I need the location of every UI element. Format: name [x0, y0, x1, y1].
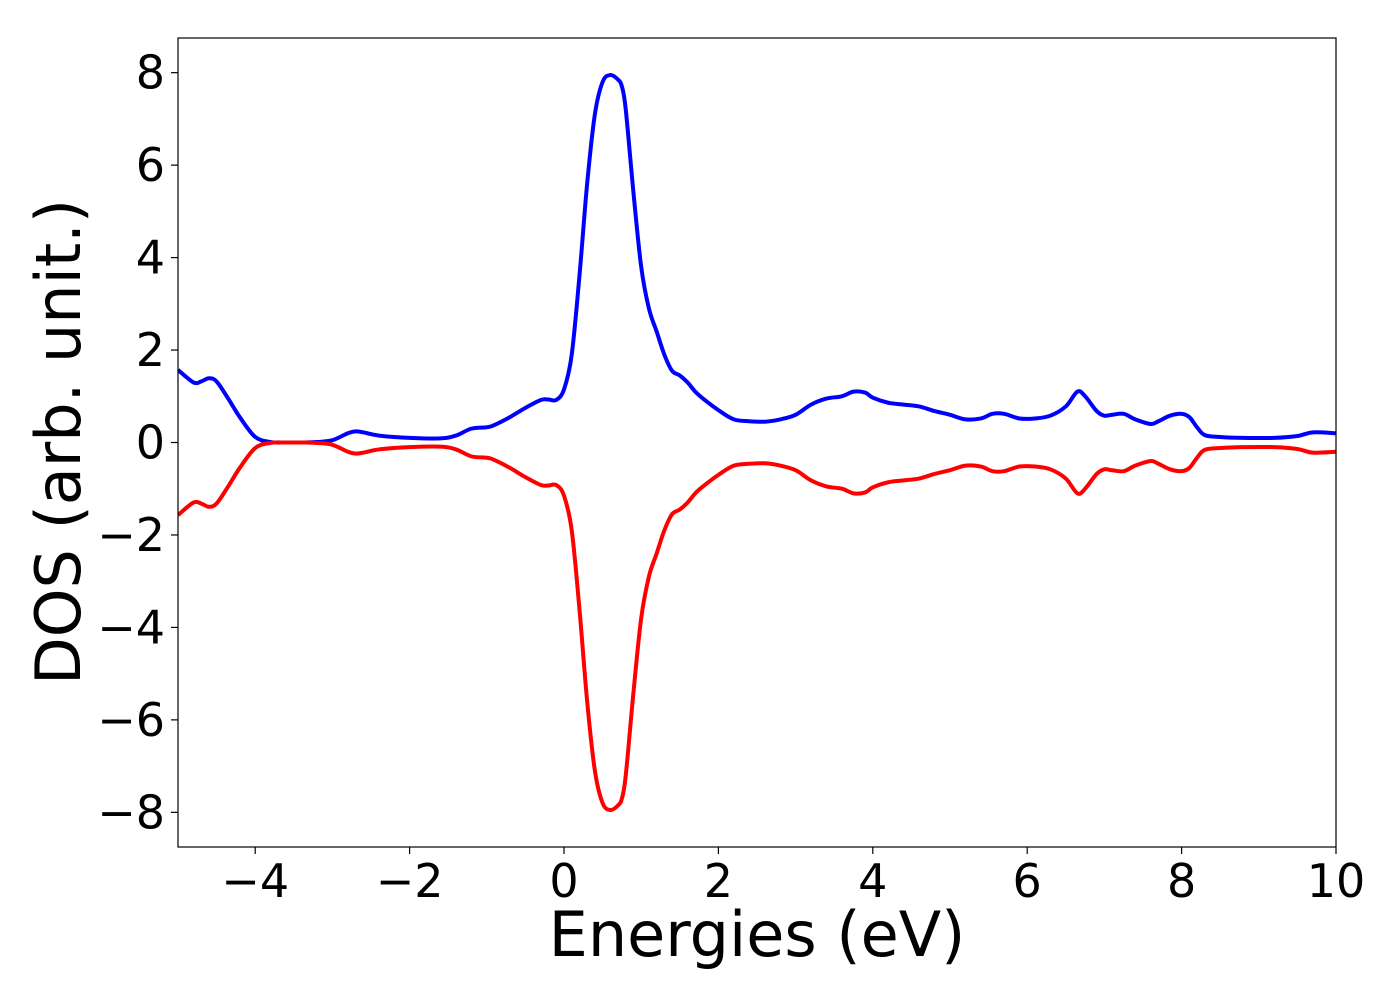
y-tick-label: −8 — [97, 785, 165, 839]
x-axis-ticks: −4 −2 0 2 4 6 8 10 — [221, 847, 1365, 908]
y-tick-label: 0 — [136, 416, 165, 470]
y-tick-label: 2 — [136, 323, 165, 377]
y-axis-title: DOS (arb. unit.) — [22, 199, 95, 685]
y-tick-label: −4 — [97, 600, 165, 654]
y-tick-label: 8 — [136, 46, 165, 100]
y-tick-label: −6 — [97, 693, 165, 747]
x-tick-label: 2 — [704, 854, 733, 908]
y-tick-label: 4 — [136, 231, 165, 285]
y-tick-label: 6 — [136, 138, 165, 192]
x-tick-label: −4 — [221, 854, 289, 908]
x-tick-label: 8 — [1167, 854, 1196, 908]
x-tick-label: 4 — [858, 854, 887, 908]
series-layer — [178, 72, 1336, 813]
x-tick-label: 6 — [1013, 854, 1042, 908]
dos-upper-curve — [178, 72, 1336, 445]
dos-lower-curve — [178, 440, 1336, 813]
x-tick-label: 10 — [1307, 854, 1366, 908]
x-axis-title: Energies (eV) — [549, 898, 966, 971]
x-tick-label: −2 — [376, 854, 444, 908]
y-axis-ticks: 8 6 4 2 0 −2 −4 −6 −8 — [97, 46, 178, 839]
x-tick-label: 0 — [549, 854, 578, 908]
y-tick-label: −2 — [97, 508, 165, 562]
